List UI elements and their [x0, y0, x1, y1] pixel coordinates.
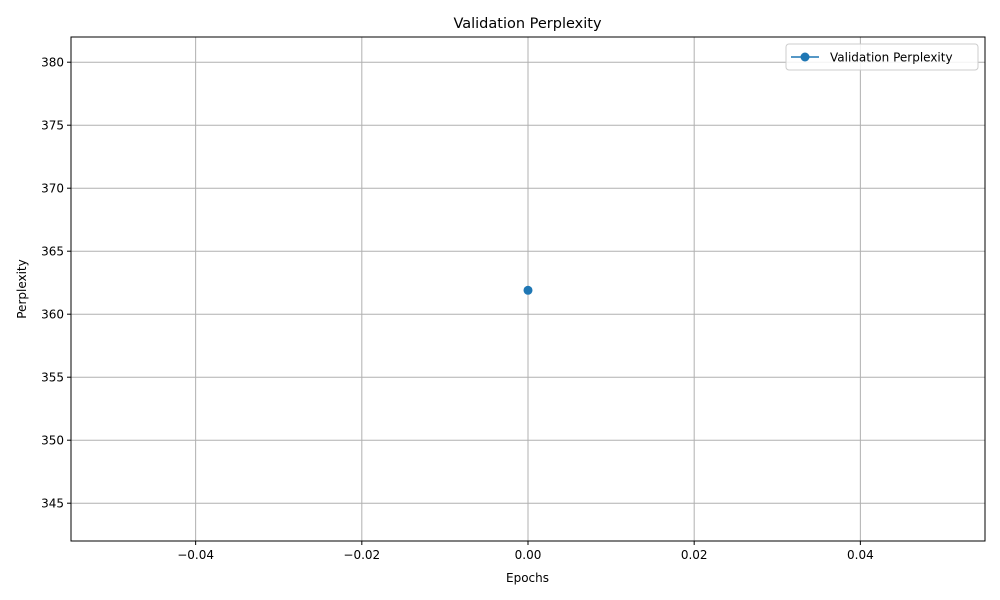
data-point[interactable] [523, 285, 533, 295]
x-tick-label: −0.04 [177, 548, 214, 562]
y-tick-label: 360 [41, 308, 64, 322]
y-axis-label: Perplexity [15, 259, 29, 319]
legend-marker [800, 52, 810, 62]
y-tick-label: 345 [41, 497, 64, 511]
y-axis: 345 350 355 360 365 370 375 380 [41, 56, 71, 511]
legend-label: Validation Perplexity [830, 51, 953, 65]
legend-box [785, 43, 979, 71]
chart-title: Validation Perplexity [453, 16, 602, 32]
x-tick-label: 0.04 [847, 548, 874, 562]
x-axis: −0.04 −0.02 0.00 0.02 0.04 [177, 541, 874, 562]
legend[interactable]: Validation Perplexity [785, 43, 979, 71]
y-tick-label: 350 [41, 434, 64, 448]
y-tick-label: 370 [41, 182, 64, 196]
x-tick-label: 0.00 [515, 548, 542, 562]
x-axis-label: Epochs [506, 571, 549, 585]
y-tick-label: 365 [41, 245, 64, 259]
series-layer [523, 285, 533, 295]
x-tick-label: −0.02 [343, 548, 380, 562]
y-tick-label: 355 [41, 371, 64, 385]
title-group: Validation Perplexity [453, 16, 602, 32]
y-tick-label: 380 [41, 56, 64, 70]
y-tick-label: 375 [41, 119, 64, 133]
x-tick-label: 0.02 [681, 548, 708, 562]
